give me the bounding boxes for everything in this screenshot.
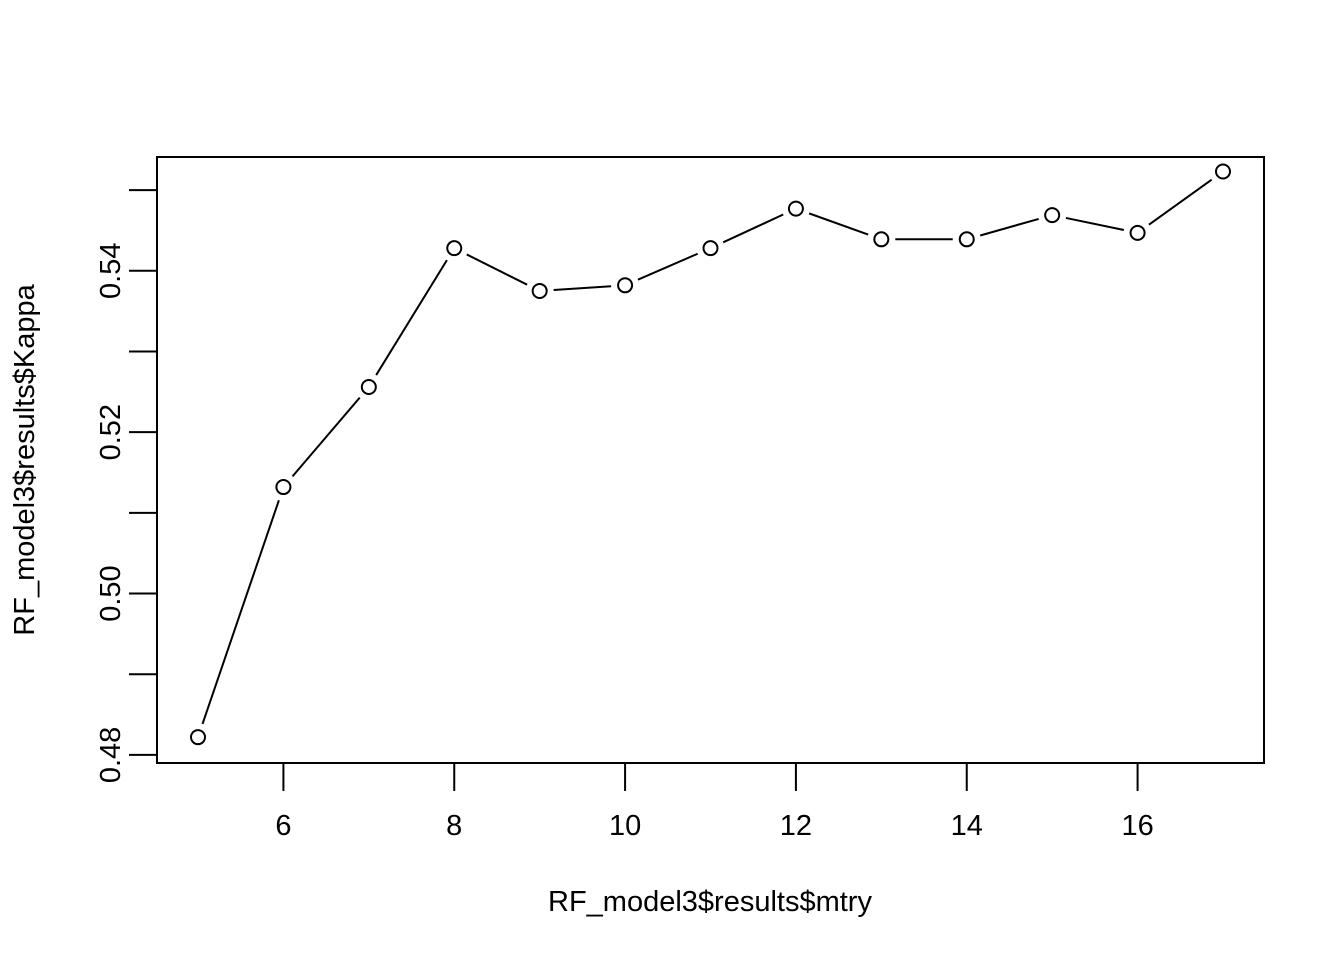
series-line-segment xyxy=(808,212,869,236)
series-line-segment xyxy=(201,499,280,725)
y-axis: 0.48 0.50 0.52 0.54 xyxy=(95,189,157,783)
data-point xyxy=(702,240,719,257)
x-tick-label: 12 xyxy=(780,810,812,842)
data-point xyxy=(1044,207,1061,224)
data-point xyxy=(1215,163,1231,180)
plot-frame xyxy=(156,156,1265,764)
x-tick-label: 6 xyxy=(275,810,291,842)
x-axis: 6 8 10 12 14 16 xyxy=(275,763,1154,842)
series-line-segment xyxy=(553,285,612,292)
series-line-segment xyxy=(637,252,699,281)
series-layer xyxy=(190,163,1231,746)
x-tick-label: 16 xyxy=(1121,810,1153,842)
data-point xyxy=(446,240,463,257)
y-tick-label: 0.52 xyxy=(95,404,127,460)
data-point xyxy=(617,277,634,294)
data-point xyxy=(275,479,292,496)
data-point xyxy=(190,729,206,746)
data-point xyxy=(360,378,377,395)
y-tick-label: 0.50 xyxy=(95,565,127,621)
y-tick-label: 0.54 xyxy=(95,243,127,299)
series-line-segment xyxy=(466,253,528,286)
series-line-segment xyxy=(1065,216,1125,231)
x-tick-label: 14 xyxy=(951,810,983,842)
series-line-segment xyxy=(375,259,448,376)
data-point xyxy=(873,231,890,248)
y-axis-title: RF_model3$results$Kappa xyxy=(9,283,41,635)
data-point xyxy=(1129,224,1146,241)
x-tick-label: 10 xyxy=(609,810,641,842)
x-axis-title: RF_model3$results$mtry xyxy=(548,886,872,918)
y-tick-label: 0.48 xyxy=(95,727,127,783)
series-line-segment xyxy=(979,217,1039,237)
data-point xyxy=(531,282,548,299)
data-point xyxy=(958,231,975,248)
series-line-segment xyxy=(1148,178,1213,226)
series-line-segment xyxy=(291,396,361,478)
data-point xyxy=(787,200,804,217)
x-tick-label: 8 xyxy=(446,810,462,842)
series-line-segment xyxy=(722,213,784,244)
